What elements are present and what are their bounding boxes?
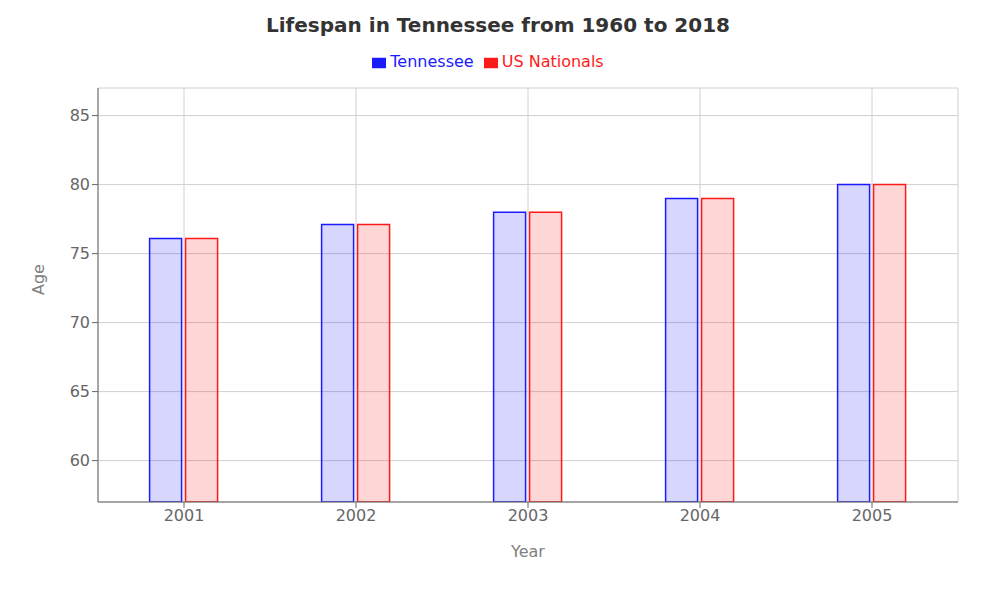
html-text:Tennessee: Tennessee [390, 52, 474, 71]
svg-text:70: 70 [70, 313, 90, 332]
svg-text:2002: 2002 [336, 506, 377, 525]
svg-text:85: 85 [70, 106, 90, 125]
svg-text:2004: 2004 [680, 506, 721, 525]
svg-text:80: 80 [70, 175, 90, 194]
svg-text:Year: Year [510, 542, 545, 561]
svg-text:65: 65 [70, 382, 90, 401]
svg-text:75: 75 [70, 244, 90, 263]
svg-text:2003: 2003 [508, 506, 549, 525]
html-text:Lifespan in Tennessee from 196: Lifespan in Tennessee from 1960 to 2018 [266, 13, 730, 37]
svg-text:2001: 2001 [164, 506, 205, 525]
svg-text:2005: 2005 [852, 506, 893, 525]
svg-text:Age: Age [29, 264, 48, 295]
html-text:US Nationals: US Nationals [501, 52, 604, 71]
svg-text:60: 60 [70, 451, 90, 470]
